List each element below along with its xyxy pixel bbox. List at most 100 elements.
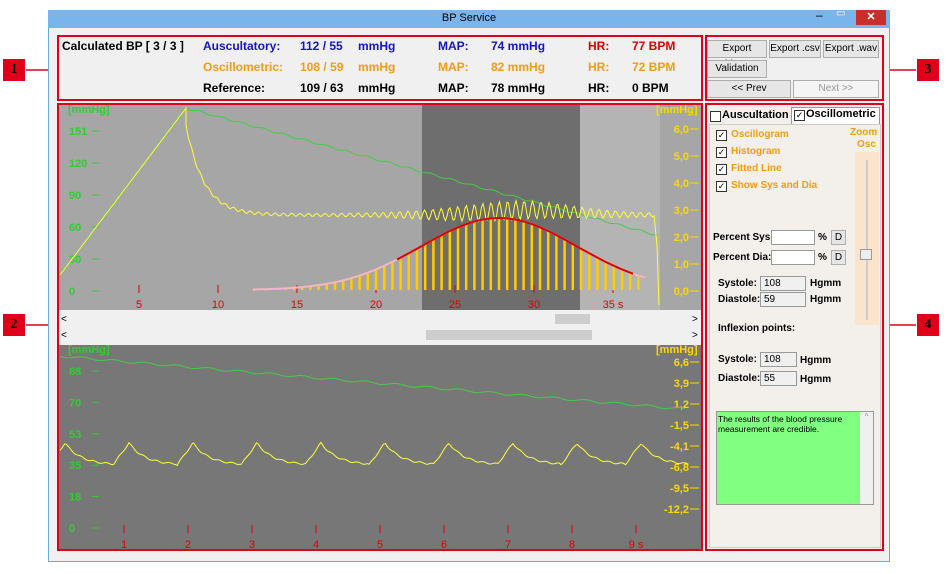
- systole-label: Systole:: [718, 354, 757, 365]
- scroll-thumb: [555, 314, 590, 324]
- checkbox[interactable]: ✓: [716, 147, 727, 158]
- left-unit: [mmHg]: [68, 344, 110, 356]
- y2-tick-label: 0,0: [674, 286, 689, 298]
- x-tick-label: 20: [370, 299, 382, 311]
- x-tick-label: 5: [136, 299, 142, 311]
- summary-method: Oscillometric:: [203, 60, 284, 74]
- slider-thumb[interactable]: [860, 249, 872, 260]
- unit: Hgmm: [810, 278, 842, 289]
- y2-tick-label: 6,6: [674, 357, 689, 369]
- y-tick-label: 151: [69, 126, 87, 138]
- callout: 1: [3, 59, 25, 81]
- d-button[interactable]: D: [831, 250, 846, 265]
- y-tick-label: 0: [69, 523, 75, 535]
- checkbox[interactable]: ✓: [716, 130, 727, 141]
- message-scrollbar: ^: [860, 412, 873, 504]
- scroll-arrow: >: [692, 314, 698, 325]
- message-text: The results of the blood pressure measur…: [718, 414, 843, 434]
- inflexion-systole-field: 108: [760, 352, 797, 367]
- x-tick-label: 7: [505, 539, 511, 549]
- percent-sys-input[interactable]: [771, 230, 815, 245]
- summary-unit: mmHg: [358, 81, 396, 95]
- x-tick-label: 25: [449, 299, 461, 311]
- x-tick-label: 4: [313, 539, 319, 549]
- y2-tick-label: 2,0: [674, 232, 689, 244]
- y-tick-label: 35: [69, 460, 81, 472]
- summary-map: 78 mmHg: [491, 81, 546, 95]
- left-unit: [mmHg]: [68, 105, 110, 116]
- close[interactable]: ✕: [856, 10, 886, 25]
- right-unit: [mmHg]: [656, 105, 698, 116]
- callout: 4: [917, 314, 939, 336]
- checkbox[interactable]: ✓: [716, 181, 727, 192]
- x-tick-label: 6: [441, 539, 447, 549]
- checkbox[interactable]: [710, 111, 721, 122]
- option-label[interactable]: Oscillogram: [731, 129, 789, 140]
- y2-tick-label: -1,5: [670, 420, 689, 432]
- tab-content: [709, 124, 881, 548]
- summary-hr: 72 BPM: [632, 60, 676, 74]
- plot-bg: [580, 105, 660, 310]
- summary-bp: 112 / 55: [300, 39, 343, 53]
- next-button[interactable]: Next >>: [793, 80, 879, 98]
- minimize[interactable]: –: [816, 8, 823, 22]
- scrollbar[interactable]: [59, 312, 701, 326]
- y2-tick-label: 3,0: [674, 205, 689, 217]
- osc-label: Osc: [857, 139, 876, 150]
- plot-bg: [59, 345, 701, 549]
- x-tick-label: 8: [569, 539, 575, 549]
- slider-track: [866, 160, 868, 320]
- y-tick-label: 60: [69, 222, 81, 234]
- summary-bp: 108 / 59: [300, 60, 344, 74]
- maximize[interactable]: ▭: [836, 8, 846, 19]
- oscillometric-tab[interactable]: Oscillometric: [806, 108, 876, 120]
- oscillation-trace: [59, 106, 655, 276]
- summary-hr-label: HR:: [588, 39, 610, 53]
- scrollbar: [59, 328, 701, 342]
- validation-button[interactable]: Validation: [707, 60, 767, 78]
- toolbar-box: [705, 35, 884, 101]
- summary-hr: 77 BPM: [632, 39, 676, 53]
- checkbox[interactable]: ✓: [794, 110, 805, 121]
- checkbox[interactable]: ✓: [716, 164, 727, 175]
- y-tick-label: 120: [69, 158, 87, 170]
- summary-hr-label: HR:: [588, 81, 610, 95]
- auscultation-tab[interactable]: Auscultation: [722, 109, 789, 121]
- summary-map: 82 mmHg: [491, 60, 546, 74]
- fitted-line: [396, 217, 634, 275]
- y-tick-label: 88: [69, 366, 81, 378]
- scroll-arrow: <: [61, 330, 67, 341]
- scroll-thumb: [426, 330, 592, 340]
- right-unit: [mmHg]: [656, 344, 698, 356]
- unit: Hgmm: [800, 355, 832, 366]
- diastole-label: Diastole:: [718, 294, 761, 305]
- option-label[interactable]: Show Sys and Dia: [731, 180, 818, 191]
- export-binbp-button[interactable]: Export .binBP: [707, 40, 767, 70]
- x-tick-label: 35 s: [603, 299, 624, 311]
- summary-method: Reference:: [203, 81, 266, 95]
- option-label[interactable]: Histogram: [731, 146, 781, 157]
- percent-sign: %: [818, 232, 827, 243]
- message-box: [716, 411, 874, 505]
- unit: Hgmm: [800, 374, 832, 385]
- percent-sys-label: Percent Sys:: [713, 232, 774, 243]
- export-wav-button[interactable]: Export .wav: [823, 40, 879, 58]
- x-tick-label: 5: [377, 539, 383, 549]
- y2-tick-label: -12,2: [664, 504, 689, 516]
- y2-tick-label: 3,9: [674, 378, 689, 390]
- prev-button[interactable]: << Prev: [707, 80, 791, 98]
- y-tick-label: 53: [69, 429, 81, 441]
- summary-method: Auscultatory:: [203, 39, 281, 53]
- summary-box: [57, 35, 703, 101]
- oscillation-trace: [653, 214, 660, 306]
- option-label[interactable]: Fitted Line: [731, 163, 782, 174]
- callout: 3: [917, 59, 939, 81]
- d-button[interactable]: D: [831, 230, 846, 245]
- summary-map-label: MAP:: [438, 60, 469, 74]
- y2-tick-label: -6,8: [670, 462, 689, 474]
- summary-hr: 0 BPM: [632, 81, 669, 95]
- percent-dia-input[interactable]: [771, 250, 815, 265]
- export-csv-button[interactable]: Export .csv: [769, 40, 821, 58]
- diastole-label: Diastole:: [718, 373, 761, 384]
